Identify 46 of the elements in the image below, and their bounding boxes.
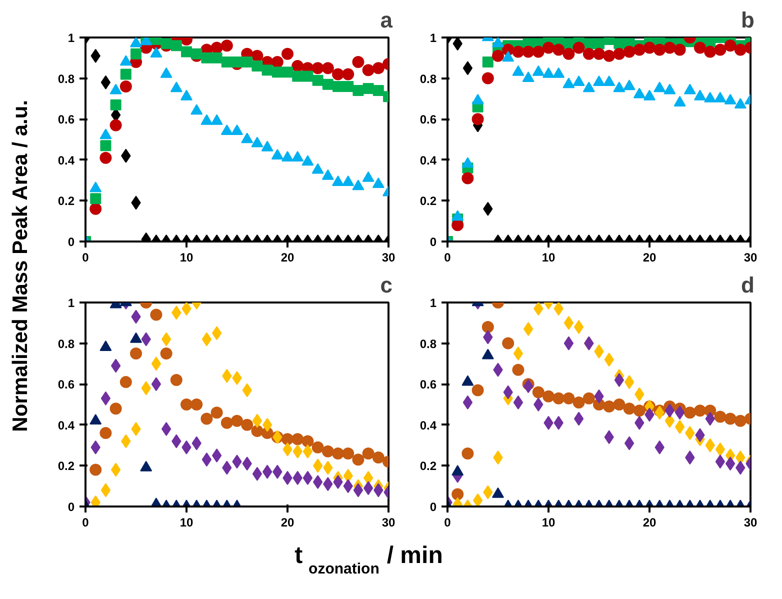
x-tick-label: 30 <box>744 250 758 264</box>
y-tick-label: 0.6 <box>420 112 437 127</box>
x-axis-title: tozonation / min <box>294 542 443 578</box>
y-tick-label: 0.2 <box>420 194 437 208</box>
x-tick-label: 30 <box>382 250 396 264</box>
y-axis-title: Normalized Mass Peak Area / a.u. <box>9 100 32 432</box>
x-tick-label: 10 <box>180 516 194 530</box>
y-tick-label: 0.4 <box>420 418 437 432</box>
y-tick-label: 0 <box>68 500 75 514</box>
x-tick-label: 10 <box>542 516 556 530</box>
y-tick-label: 0.6 <box>58 378 75 392</box>
y-tick-label: 0 <box>430 500 437 514</box>
y-tick-label: 0.6 <box>420 378 437 392</box>
x-tick-label: 0 <box>82 250 90 264</box>
y-tick-label: 1 <box>430 296 437 310</box>
chart-title: c <box>380 272 393 298</box>
y-tick-label: 0.4 <box>58 418 75 432</box>
chart-title: d <box>741 272 755 298</box>
y-tick-label: 0.4 <box>420 153 437 168</box>
y-tick-label: 0.2 <box>58 459 75 474</box>
chart-title: a <box>380 8 394 32</box>
x-tick-label: 20 <box>280 250 294 264</box>
x-tick-label: 0 <box>82 516 90 530</box>
x-tick-label: 20 <box>642 516 656 530</box>
y-tick-label: 1 <box>68 31 75 45</box>
x-tick-label: 20 <box>642 250 656 264</box>
y-tick-label: 0.8 <box>58 336 75 351</box>
y-tick-label: 1 <box>430 31 437 45</box>
y-tick-label: 0.2 <box>420 459 437 474</box>
x-tick-label: 0 <box>444 250 452 264</box>
x-tick-label: 10 <box>542 250 556 264</box>
y-tick-label: 0.6 <box>58 112 75 127</box>
x-tick-label: 30 <box>744 516 758 530</box>
y-tick-label: 0 <box>430 235 437 249</box>
x-tick-label: 0 <box>444 516 452 530</box>
y-tick-label: 0.8 <box>420 336 437 351</box>
y-tick-label: 1 <box>68 296 75 310</box>
x-tick-label: 30 <box>382 516 396 530</box>
y-tick-label: 0.4 <box>58 153 75 168</box>
y-tick-label: 0.8 <box>420 72 437 86</box>
x-tick-label: 10 <box>180 250 194 264</box>
x-tick-label: 20 <box>280 516 294 530</box>
y-tick-label: 0 <box>68 235 75 249</box>
chart-title: b <box>741 8 755 32</box>
y-tick-label: 0.2 <box>58 194 75 208</box>
y-tick-label: 0.8 <box>58 72 75 86</box>
